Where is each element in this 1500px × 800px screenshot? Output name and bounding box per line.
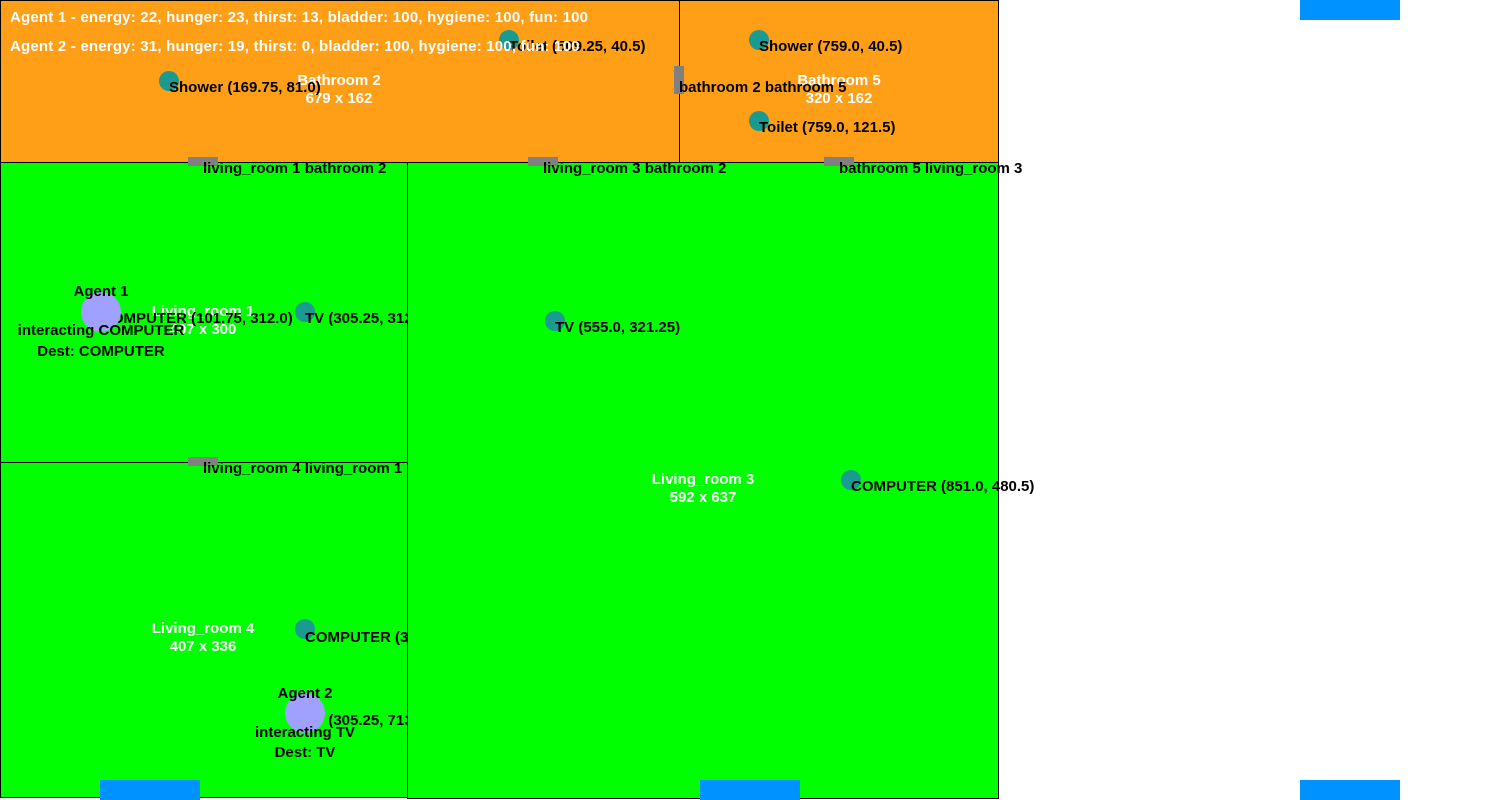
object-label: Toilet (759.0, 121.5) [759, 119, 896, 136]
room-living-room-1 [0, 162, 408, 463]
room-name: Bathroom 2 [297, 72, 381, 89]
door-label: bathroom 2 bathroom 5 [679, 79, 847, 96]
object-label: COMPUTER (851.0, 480.5) [851, 478, 1035, 495]
toilet-object[interactable] [499, 30, 519, 50]
room-name: Living_room 1 [151, 303, 255, 320]
room-name: Living_room 3 [651, 471, 755, 488]
room-label-living-room-1: Living_room 1 407 x 300 [152, 303, 255, 339]
object-label: TV (305.25, 312.0) [305, 310, 407, 327]
agent-1[interactable] [81, 292, 121, 332]
computer-object[interactable] [295, 619, 315, 639]
agent-action: interacting COMPUTER [17, 322, 185, 339]
shower-object[interactable] [159, 71, 179, 91]
room-name: Living_room 4 [151, 620, 255, 637]
agent-name: Agent 2 [277, 685, 333, 702]
agent-1-status: Agent 1 - energy: 22, hunger: 23, thirst… [10, 9, 589, 26]
object-label: COMPUTER (101.75, 312.0) [101, 310, 293, 327]
room-size: 407 x 336 [169, 638, 237, 655]
object-label: Toilet (509.25, 40.5) [509, 38, 646, 55]
tv-object[interactable] [545, 311, 565, 331]
door-label: living_room 4 living_room 1 [203, 460, 403, 477]
computer-object[interactable] [841, 470, 861, 490]
room-label-living-room-3: Living_room 3 592 x 637 [652, 471, 755, 507]
agent-destination: Dest: TV [274, 744, 336, 761]
object-label: TV (305.25, 713.0) [305, 712, 407, 729]
toilet-object[interactable] [749, 111, 769, 131]
room-bathroom-2 [0, 0, 680, 163]
object-label: Shower (759.0, 40.5) [759, 38, 903, 55]
door-bathroom-2-bathroom-5[interactable] [674, 66, 684, 94]
window [700, 780, 800, 800]
agent-action: interacting TV [254, 724, 356, 741]
window [1300, 780, 1400, 800]
room-name: Bathroom 5 [797, 72, 881, 89]
shower-object[interactable] [749, 30, 769, 50]
door-label: living_room 3 bathroom 2 [543, 160, 727, 177]
agent-name: Agent 1 [73, 283, 129, 300]
agent-destination: Dest: COMPUTER [37, 343, 165, 360]
room-size: 407 x 300 [169, 321, 237, 338]
object-label: TV (555.0, 321.25) [555, 319, 681, 336]
room-label-living-room-4: Living_room 4 407 x 336 [152, 620, 255, 656]
door-label: living_room 1 bathroom 2 [203, 160, 387, 177]
room-bathroom-5 [679, 0, 999, 163]
door-living-room-1-bathroom-2[interactable] [188, 157, 218, 166]
room-size: 320 x 162 [805, 90, 873, 107]
room-size: 679 x 162 [305, 90, 373, 107]
window [1300, 0, 1400, 20]
agent-2-status: Agent 2 - energy: 31, hunger: 19, thirst… [10, 38, 580, 55]
room-living-room-4 [0, 462, 408, 798]
door-label: bathroom 5 living_room 3 [839, 160, 1023, 177]
door-bathroom-5-living-room-3[interactable] [824, 157, 854, 166]
room-living-room-3 [407, 162, 999, 799]
room-label-bathroom-2: Bathroom 2 679 x 162 [297, 72, 380, 108]
door-living-room-3-bathroom-2[interactable] [528, 157, 558, 166]
agent-2[interactable] [285, 693, 325, 733]
window [100, 780, 200, 800]
object-label: Shower (169.75, 81.0) [169, 79, 321, 96]
object-label: COMPUTER (305.25, 629.0) [305, 629, 407, 646]
door-living-room-4-living-room-1[interactable] [188, 457, 218, 466]
room-size: 592 x 637 [669, 489, 737, 506]
room-label-bathroom-5: Bathroom 5 320 x 162 [797, 72, 880, 108]
tv-object[interactable] [295, 302, 315, 322]
